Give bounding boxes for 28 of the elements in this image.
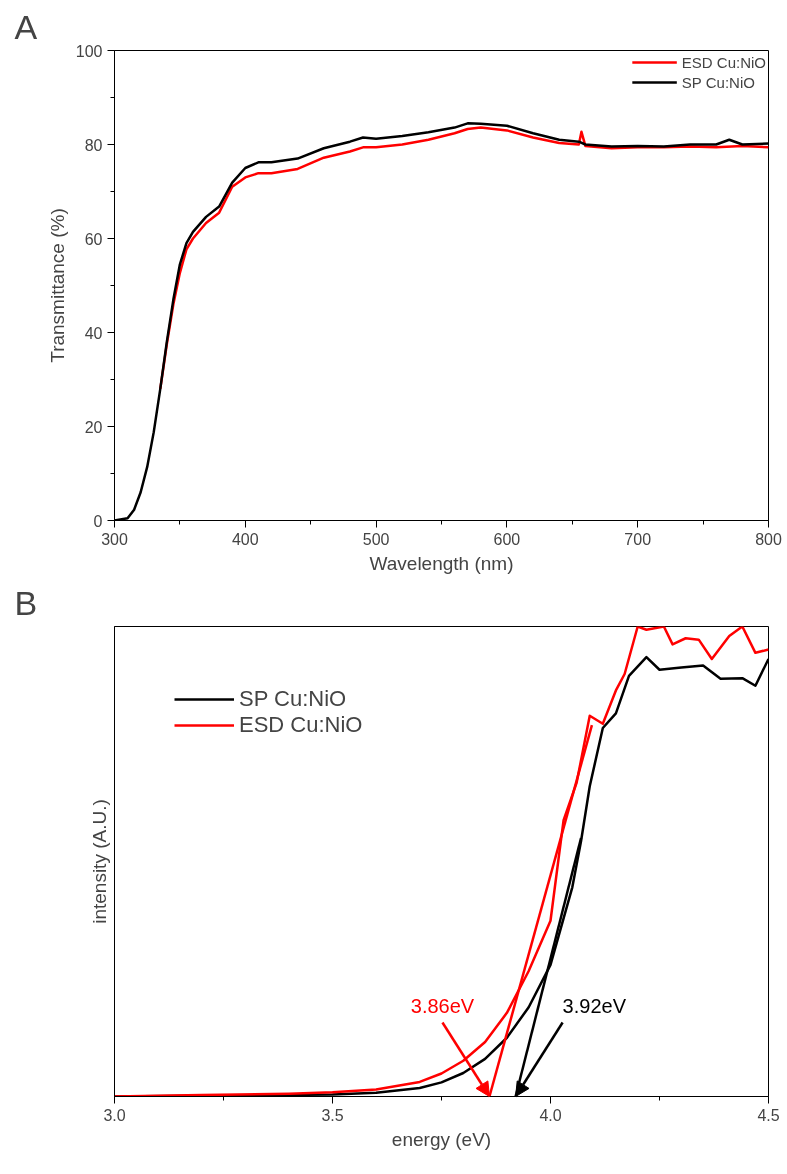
annotation: 3.92eV [562, 994, 627, 1017]
legend-label: ESD Cu:NiO [239, 712, 363, 738]
x-axis-title: Wavelength (nm) [369, 552, 514, 574]
x-tick-label: 600 [493, 530, 521, 548]
x-axis-title: energy (eV) [391, 1128, 492, 1150]
legend-label: SP Cu:NiO [681, 73, 755, 91]
x-tick-label: 300 [101, 530, 128, 548]
y-tick-label: 60 [84, 230, 103, 248]
y-tick-label: 100 [75, 42, 103, 60]
annotation: 3.86eV [410, 994, 475, 1017]
x-tick-label: 700 [624, 530, 652, 548]
legend-label: SP Cu:NiO [239, 686, 347, 712]
y-tick-label: 80 [84, 136, 103, 154]
x-tick-label: 3.5 [321, 1106, 344, 1124]
y-axis-title: Transmittance (%) [46, 208, 68, 363]
x-tick-label: 800 [755, 530, 782, 548]
text: B [14, 583, 38, 622]
text: A [14, 7, 38, 46]
y-axis-title: intensity (A.U.) [88, 799, 110, 924]
x-tick-label: 500 [362, 530, 390, 548]
legend-label: ESD Cu:NiO [681, 53, 766, 71]
x-tick-label: 3.0 [103, 1106, 126, 1124]
x-tick-label: 4.5 [757, 1106, 780, 1124]
x-tick-label: 4.0 [539, 1106, 562, 1124]
y-tick-label: 20 [84, 418, 103, 436]
y-tick-label: 40 [84, 324, 103, 342]
x-tick-label: 400 [231, 530, 259, 548]
y-tick-label: 0 [93, 512, 103, 530]
